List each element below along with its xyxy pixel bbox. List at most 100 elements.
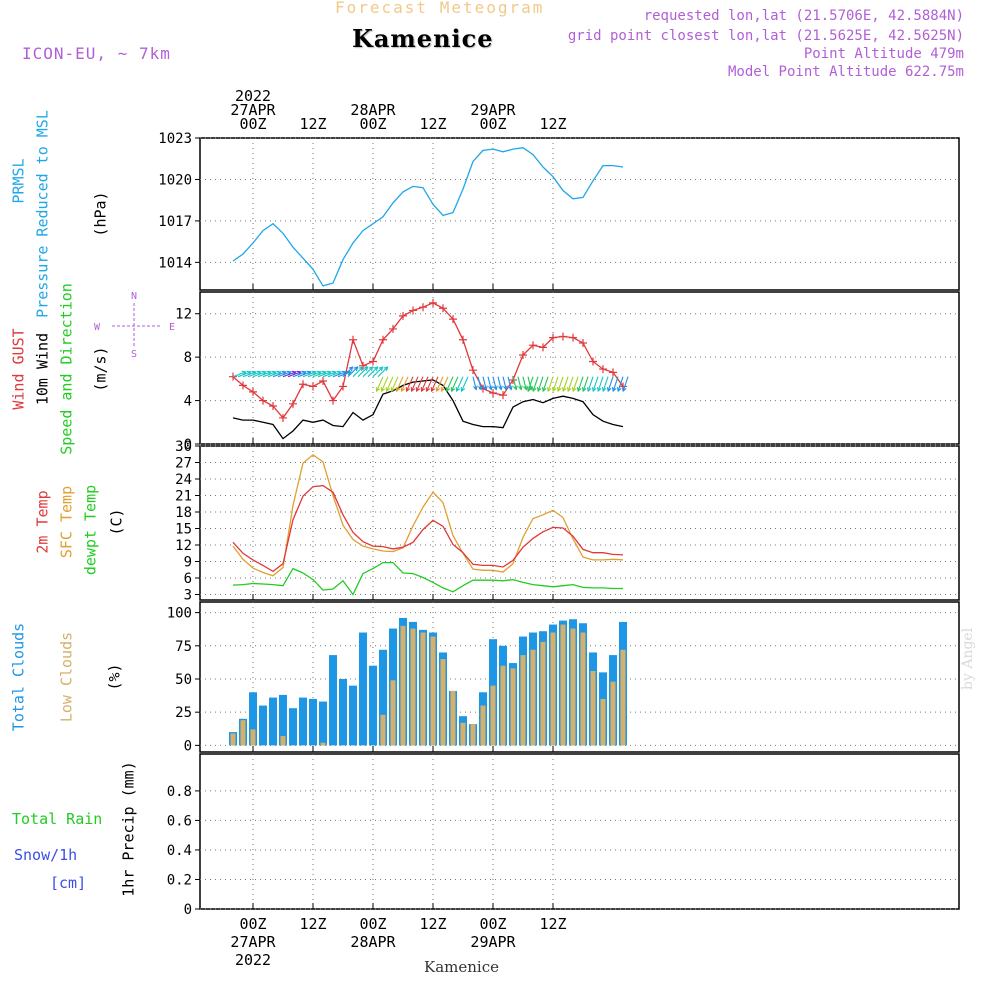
wind-arrow-head bbox=[581, 387, 587, 393]
wind-arrow bbox=[492, 376, 497, 390]
total-clouds-label: Total Clouds bbox=[10, 623, 28, 731]
wind-arrow-head bbox=[445, 387, 451, 393]
bar-low-cloud bbox=[320, 742, 326, 746]
y-tick-label: 0 bbox=[184, 902, 192, 918]
bar-total-cloud bbox=[259, 705, 267, 746]
bar-low-cloud bbox=[520, 655, 526, 746]
wind-label: 10m Wind bbox=[34, 333, 52, 405]
gust-marker bbox=[399, 311, 407, 320]
y-tick-label: 21 bbox=[175, 489, 192, 505]
wind-arrow bbox=[267, 371, 281, 378]
gust-marker bbox=[359, 361, 367, 370]
bar-low-cloud bbox=[620, 649, 626, 746]
time-label-top: 2022 bbox=[235, 87, 271, 105]
wind-arrow-head bbox=[546, 387, 552, 393]
wind-arrow bbox=[582, 376, 589, 392]
gust-marker bbox=[519, 350, 527, 359]
wind-arrow bbox=[322, 371, 336, 378]
wind-arrow bbox=[272, 371, 286, 378]
pressure-label-full: Pressure Reduced to MSL bbox=[34, 110, 52, 318]
panel-frame bbox=[199, 753, 960, 910]
wind-arrow-head bbox=[616, 387, 622, 393]
wind-arrow bbox=[431, 376, 439, 392]
wind-arrow-head bbox=[473, 385, 478, 391]
time-label-top: 29APR bbox=[470, 101, 516, 119]
bar-total-cloud bbox=[289, 708, 297, 746]
bar-total-cloud bbox=[309, 698, 317, 746]
time-label-bottom: 28APR bbox=[350, 933, 396, 951]
wind-arrow bbox=[597, 376, 604, 392]
gust-marker bbox=[549, 333, 557, 342]
bar-total-cloud bbox=[299, 697, 307, 746]
wind-direction-label: Speed and Direction bbox=[58, 283, 76, 455]
y-tick-label: 8 bbox=[184, 350, 192, 366]
wind-arrow bbox=[242, 371, 256, 378]
compass-n: N bbox=[131, 291, 137, 302]
wind-arrow bbox=[277, 371, 291, 378]
bar-total-cloud bbox=[319, 701, 327, 746]
series-gust-line bbox=[232, 302, 624, 419]
wind-arrow-head bbox=[368, 366, 374, 372]
time-label-bottom: 12Z bbox=[539, 915, 566, 933]
gust-marker bbox=[259, 396, 267, 405]
y-tick-label: 9 bbox=[184, 555, 192, 571]
wind-arrow bbox=[472, 376, 477, 390]
gust-marker bbox=[469, 366, 477, 375]
gust-marker bbox=[439, 304, 447, 313]
clouds-unit: (%) bbox=[106, 663, 124, 690]
wind-arrow bbox=[522, 376, 527, 390]
gust-marker bbox=[419, 303, 427, 312]
wind-arrow bbox=[537, 376, 544, 392]
bar-low-cloud bbox=[410, 628, 416, 746]
requested-coords: requested lon,lat (21.5706E, 42.5884N) bbox=[643, 8, 964, 24]
bar-total-cloud bbox=[339, 678, 347, 746]
wind-arrow-head bbox=[556, 387, 562, 393]
wind-arrow bbox=[352, 366, 363, 378]
wind-arrow-head bbox=[576, 387, 582, 393]
bar-low-cloud bbox=[420, 632, 426, 746]
wind-arrow bbox=[257, 371, 271, 378]
time-label-bottom: 00Z bbox=[239, 915, 266, 933]
wind-arrow bbox=[547, 376, 554, 392]
series-sfc-temp-line bbox=[232, 453, 624, 577]
wind-arrow-head bbox=[611, 387, 617, 393]
wind-arrow bbox=[406, 376, 414, 392]
wind-arrow-head bbox=[566, 387, 572, 393]
wind-arrow bbox=[411, 376, 419, 392]
wind-arrow-head bbox=[508, 385, 513, 391]
precip-axis-label: 1hr Precip (mm) bbox=[120, 761, 138, 896]
y-tick-label: 1020 bbox=[158, 172, 192, 188]
y-tick-label: 0.6 bbox=[167, 813, 192, 829]
gust-marker bbox=[369, 357, 377, 366]
wind-arrow-head bbox=[430, 387, 436, 393]
gust-marker bbox=[559, 332, 567, 341]
wind-arrow-head bbox=[440, 387, 446, 393]
temp-2m-label: 2m Temp bbox=[34, 490, 52, 553]
y-tick-label: 0 bbox=[184, 738, 192, 754]
time-label-top: 00Z bbox=[359, 115, 386, 133]
gust-marker bbox=[379, 335, 387, 344]
bar-low-cloud bbox=[530, 649, 536, 746]
time-label-top: 27APR bbox=[230, 101, 276, 119]
time-label-top: 12Z bbox=[539, 115, 566, 133]
wind-arrow bbox=[421, 376, 429, 392]
wind-arrow bbox=[401, 376, 409, 392]
gust-marker bbox=[309, 382, 317, 391]
time-label-top: 00Z bbox=[479, 115, 506, 133]
wind-arrow-head bbox=[478, 385, 483, 391]
dewpoint-label: dewpt Temp bbox=[82, 485, 100, 575]
wind-arrow bbox=[497, 376, 502, 390]
y-tick-label: 25 bbox=[175, 705, 192, 721]
wind-arrow bbox=[532, 376, 539, 392]
wind-arrow bbox=[542, 376, 549, 392]
time-label-bottom: 12Z bbox=[299, 915, 326, 933]
wind-arrow bbox=[451, 376, 459, 392]
gust-marker bbox=[279, 413, 287, 422]
wind-arrow-head bbox=[425, 387, 431, 393]
gust-marker bbox=[569, 333, 577, 342]
gust-marker bbox=[269, 402, 277, 410]
series-dewpoint-line bbox=[232, 561, 623, 596]
gust-marker bbox=[249, 387, 257, 396]
y-tick-label: 27 bbox=[175, 456, 192, 472]
y-tick-label: 0.4 bbox=[167, 843, 192, 859]
